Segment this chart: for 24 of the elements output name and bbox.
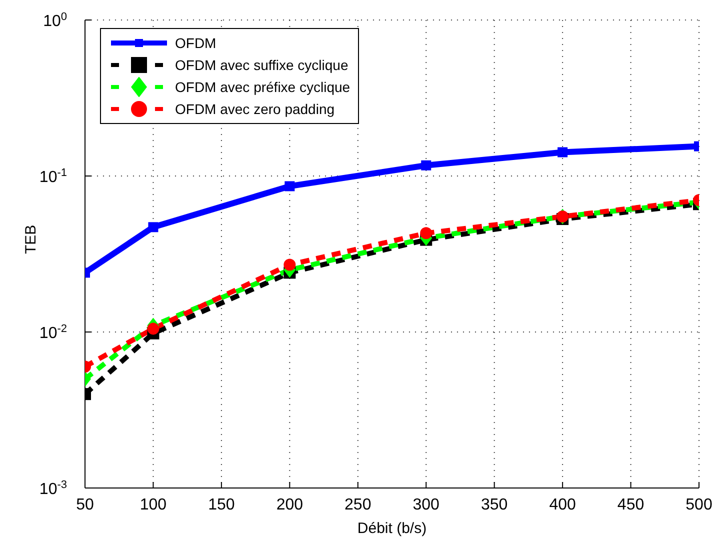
legend-label: OFDM avec zero padding (175, 101, 335, 117)
y-tick-label: 10$^{-3}$ (39, 479, 67, 498)
x-axis-title: Débit (b/s) (357, 520, 427, 537)
x-tick-label: 350 (480, 496, 508, 514)
x-tick-label: 100 (140, 496, 167, 514)
legend-label: OFDM avec préfixe cyclique (175, 79, 350, 95)
x-tick-label: 50 (76, 496, 94, 514)
x-tick-label: 400 (549, 496, 576, 514)
legend-label: OFDM avec suffixe cyclique (175, 57, 348, 73)
x-tick-label: 300 (412, 496, 440, 514)
x-tick-label: 200 (276, 496, 304, 514)
point (421, 160, 432, 170)
legend-label: OFDM (175, 35, 216, 51)
x-tick-label: 450 (617, 496, 644, 514)
x-tick-label: 500 (686, 496, 712, 514)
y-axis-title: TEB (22, 224, 40, 254)
point (420, 227, 432, 240)
y-tick-label: 10$^{-2}$ (39, 323, 67, 342)
x-tick-label: 250 (344, 496, 372, 514)
x-tick-label: 150 (208, 496, 235, 514)
y-tick-label: 10$^{0}$ (43, 11, 67, 30)
y-tick-label: 10$^{-1}$ (39, 167, 67, 186)
point (284, 181, 295, 192)
point (284, 258, 296, 271)
